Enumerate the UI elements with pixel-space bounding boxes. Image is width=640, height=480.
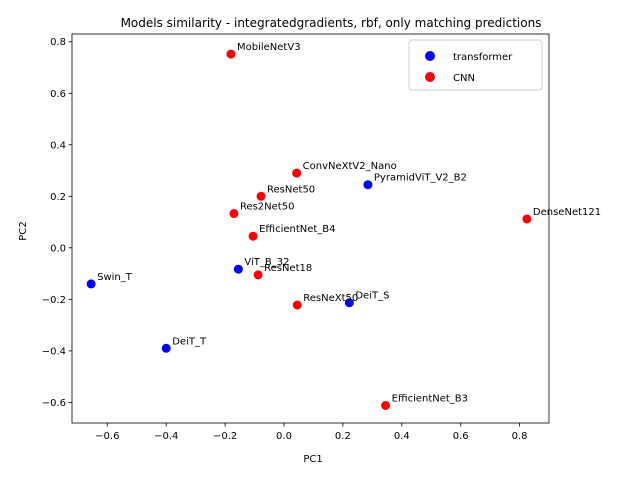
point-label: EfficientNet_B3 — [392, 393, 468, 404]
axes-frame — [71, 33, 550, 424]
data-point — [226, 49, 236, 59]
chart-title: Models similarity - integratedgradients,… — [121, 16, 542, 30]
data-point — [292, 300, 302, 310]
legend-label-cnn: CNN — [453, 73, 475, 84]
point-label: ConvNeXtV2_Nano — [303, 161, 397, 172]
point-label: ResNet18 — [264, 263, 312, 274]
legend-box — [408, 39, 543, 91]
y-tick-label: 0.2 — [50, 192, 66, 203]
x-tick-label: −0.6 — [95, 431, 119, 442]
legend-marker-cnn — [425, 72, 435, 82]
data-point — [253, 270, 263, 280]
x-tick-label: 0.6 — [453, 431, 469, 442]
x-tick-label: 0.2 — [335, 431, 351, 442]
y-tick-label: 0.6 — [50, 89, 66, 100]
y-tick-label: −0.6 — [42, 398, 66, 409]
x-tick-label: 0.0 — [276, 431, 292, 442]
x-tick-label: 0.4 — [394, 431, 410, 442]
point-label: ResNet50 — [267, 184, 315, 195]
data-point — [233, 264, 243, 274]
legend-label-transformer: transformer — [453, 52, 513, 63]
data-point — [248, 231, 258, 241]
data-point — [381, 400, 391, 410]
point-label: PyramidViT_V2_B2 — [374, 173, 467, 184]
legend-marker-transformer — [425, 51, 435, 61]
y-tick-label: 0.8 — [50, 37, 66, 48]
point-label: ResNeXt50 — [303, 293, 358, 304]
data-point — [256, 191, 266, 201]
data-point — [86, 279, 96, 289]
y-tick-label: 0.0 — [50, 243, 66, 254]
data-point — [161, 343, 171, 353]
point-label: DeiT_S — [355, 291, 389, 302]
data-point — [363, 180, 373, 190]
point-label: EfficientNet_B4 — [259, 224, 335, 235]
legend: transformer CNN — [408, 39, 543, 91]
x-axis-label: PC1 — [303, 454, 322, 465]
point-label: Swin_T — [97, 272, 133, 283]
x-tick-label: −0.2 — [213, 431, 237, 442]
point-label: MobileNetV3 — [237, 42, 301, 53]
point-label: Res2Net50 — [240, 202, 295, 213]
x-tick-label: 0.8 — [512, 431, 528, 442]
data-point — [229, 209, 239, 219]
point-label: ViT_B_32 — [244, 257, 289, 268]
y-tick-label: 0.4 — [50, 140, 66, 151]
x-tick-label: −0.4 — [154, 431, 178, 442]
data-point — [522, 214, 532, 224]
y-tick-label: −0.2 — [42, 295, 66, 306]
plot-area: −0.6 −0.4 −0.2 0.0 0.2 0.4 0.6 0.8 −0.6 −0.4 −0.2 0… — [42, 33, 601, 442]
point-label: DenseNet121 — [533, 207, 601, 218]
y-axis-label: PC2 — [18, 221, 29, 240]
data-point — [344, 298, 354, 308]
point-label: DeiT_T — [172, 336, 207, 347]
y-tick-label: −0.4 — [42, 346, 66, 357]
data-point — [292, 168, 302, 178]
